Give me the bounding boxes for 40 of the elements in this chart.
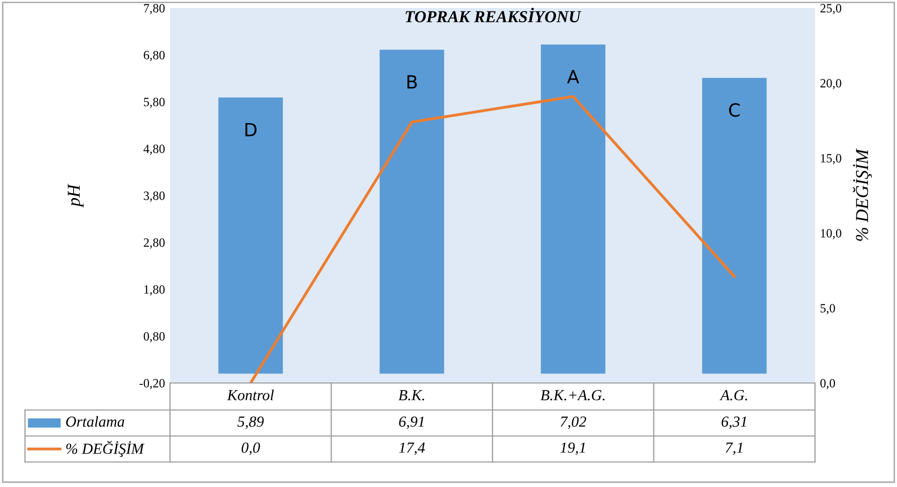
y2-tick-label: 10,0 (820, 229, 842, 240)
legend-label: % DEĞİŞİM (66, 440, 145, 457)
data-label: 7,1 (726, 442, 742, 456)
y2-tick-label: 5,0 (820, 304, 836, 314)
y-tick-label: 7,80 (144, 4, 165, 14)
y2-tick-label: 15,0 (820, 154, 842, 164)
data-label: 6,91 (399, 416, 424, 430)
y-tick-label: 5,80 (144, 98, 165, 108)
bar (380, 50, 444, 374)
y2-tick-label: 20,0 (820, 79, 842, 90)
x-tick-label: B.K.+A.G. (540, 390, 604, 400)
x-tick-label: B.K. (398, 390, 424, 400)
bar (218, 98, 283, 374)
annotation: A (567, 70, 580, 84)
bar (702, 78, 767, 374)
y-tick-label: -0,20 (140, 379, 165, 390)
y-tick-label: 4,80 (144, 144, 165, 155)
annotation: C (729, 103, 740, 117)
data-label: 17,4 (399, 442, 425, 456)
annotation: B (407, 75, 417, 88)
y-tick-label: 2,80 (144, 238, 165, 249)
data-label: 7,02 (560, 416, 586, 430)
y-tick-label: 0,80 (144, 332, 165, 342)
x-tick-label: A.G. (720, 390, 747, 400)
y-tick-label: 3,80 (144, 192, 165, 202)
legend-label: Ortalama (66, 416, 124, 427)
y2-axis-title: % DEĞİŞİM (852, 148, 872, 241)
x-tick-label: Kontrol (226, 390, 274, 400)
y-tick-label: 6,80 (144, 50, 165, 62)
data-label: 6,31 (722, 416, 746, 430)
annotation: D (245, 123, 257, 136)
data-label: 19,1 (560, 442, 585, 456)
y-tick-label: 1,80 (144, 285, 165, 296)
bar (540, 44, 606, 374)
y2-tick-label: 25,0 (820, 4, 842, 14)
chart-title: TOPRAK REAKSİYONU (406, 8, 582, 22)
y-axis-title: pH (68, 184, 84, 208)
data-label: 0,0 (242, 442, 260, 456)
data-label: 5,89 (237, 416, 264, 430)
y2-tick-label: 0,0 (820, 379, 836, 390)
